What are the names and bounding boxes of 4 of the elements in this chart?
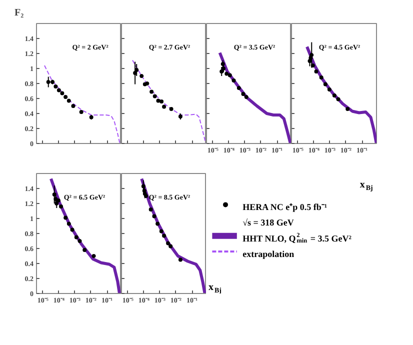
text: √s = 318 GeV — [242, 218, 294, 228]
legend-label: extrapolation — [242, 248, 294, 259]
legend-label: HERA NC e⁺p 0.5 fb⁻¹ — [242, 202, 328, 212]
y-axis-title: F₂ — [14, 8, 24, 18]
